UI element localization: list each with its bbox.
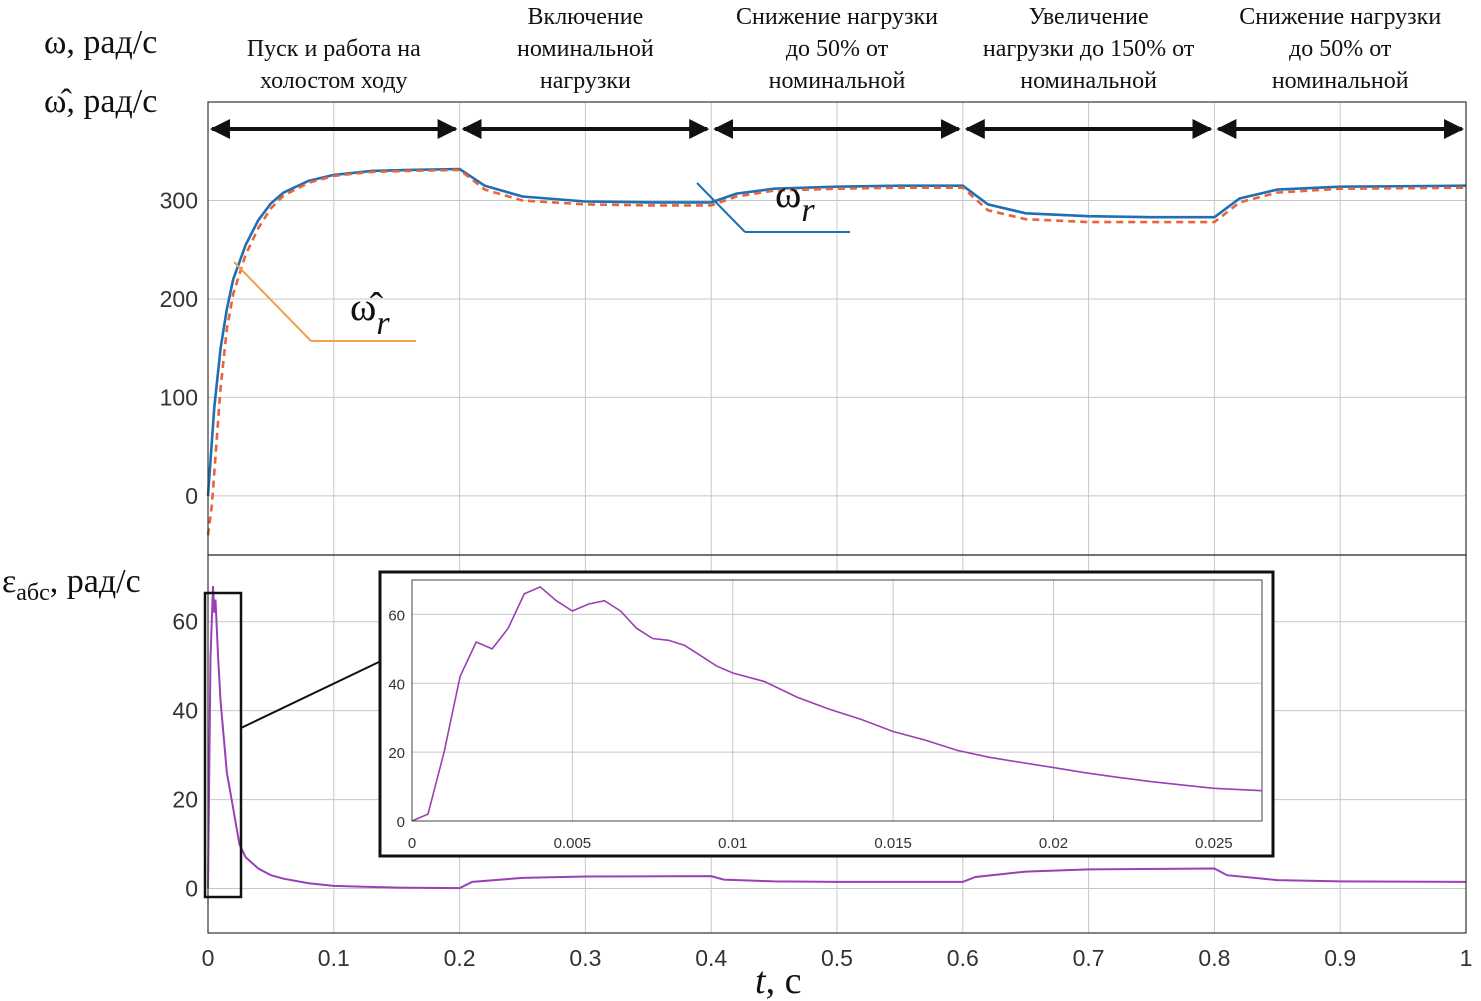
top-panel-series [206,167,1467,536]
stage-label-line: номинальной [517,36,654,62]
inset-xtick-label: 0.02 [1039,835,1068,852]
omega-hat-r-leader [233,261,312,342]
inset-ytick-label: 0 [397,814,405,831]
bottom-ylabel: εабс, рад/с [2,563,141,606]
bottom-xtick-label: 0.7 [1073,945,1105,971]
bottom-panel-xtick-labels: 0 0.1 0.2 0.3 0.4 0.5 0.6 0.7 0.8 0.9 1 [202,945,1473,971]
zoom-connector [240,660,382,729]
inset-background [378,570,1275,858]
top-ytick-label: 300 [160,187,198,213]
bottom-xtick-label: 0.1 [318,945,350,971]
top-panel-ytick-labels: 0 100 200 300 [160,187,198,508]
stage-label-line: Включение [528,4,644,30]
bottom-ytick-label: 20 [172,787,198,813]
inset-ytick-labels: 0 20 40 60 [388,607,405,831]
stage-label-line: до 50% от [1289,36,1392,62]
omega-r-label: ωr [775,171,815,229]
stage-label-line: номинальной [1272,68,1409,94]
bottom-ytick-label: 60 [172,609,198,635]
stage-label-line: Пуск и работа на [247,36,421,62]
omega-hat-r-line [206,168,1467,536]
bottom-xtick-label: 0 [202,945,215,971]
top-ylabel-line1: ω, рад/с [44,24,157,61]
bottom-xtick-label: 1 [1460,945,1473,971]
inset-xtick-label: 0.015 [874,835,912,852]
top-ytick-label: 0 [185,483,198,509]
stage-label-line: нагрузки [540,68,631,94]
inset-series [411,585,1263,822]
x-axis-label: t, с [755,960,801,1001]
stage-label-line: нагрузки до 150% от [983,36,1195,62]
bottom-xtick-label: 0.6 [947,945,979,971]
bottom-xtick-label: 0.5 [821,945,853,971]
stage-label-line: Снижение нагрузки [736,4,938,30]
omega-hat-r-label: ω̂r [350,284,390,342]
inset-ytick-label: 20 [388,745,405,762]
top-ytick-label: 100 [160,384,198,410]
inset-xtick-labels: 0 0.005 0.01 0.015 0.02 0.025 [408,835,1233,852]
inset-ytick-label: 40 [388,676,405,693]
stage-label-line: Снижение нагрузки [1239,4,1441,30]
stage-label-line: холостом ходу [260,68,408,94]
bottom-xtick-label: 0.4 [695,945,727,971]
inset-xtick-label: 0.01 [718,835,747,852]
stage-label-line: Увеличение [1029,4,1149,30]
stage-annotations: Пуск и работа на холостом ходу Включение но… [210,4,1464,139]
bottom-xtick-label: 0.2 [444,945,476,971]
inset-error-line [411,585,1263,822]
inset-xtick-label: 0.025 [1195,835,1233,852]
omega-r-line [206,167,1467,496]
bottom-panel-ytick-labels: 0 20 40 60 [172,609,198,902]
top-ytick-label: 200 [160,286,198,312]
bottom-panel-frame [207,554,1467,934]
bottom-ytick-label: 40 [172,698,198,724]
omega-r-leader [696,182,746,233]
error-line [207,586,1467,890]
bottom-ytick-label: 0 [185,876,198,902]
stage-label-line: номинальной [769,68,906,94]
inset-xtick-label: 0 [408,835,416,852]
bottom-xtick-label: 0.8 [1198,945,1230,971]
stage-label-line: до 50% от [786,36,889,62]
inset-plot-frame [411,579,1263,822]
bottom-panel-series [207,586,1467,890]
bottom-xtick-label: 0.9 [1324,945,1356,971]
bottom-xtick-label: 0.3 [569,945,601,971]
top-ylabel-line2: ω̂, рад/с [44,83,157,120]
zoom-region-box [203,591,243,899]
stage-label-line: номинальной [1020,68,1157,94]
inset-xtick-label: 0.005 [554,835,592,852]
inset-ytick-label: 60 [388,607,405,624]
